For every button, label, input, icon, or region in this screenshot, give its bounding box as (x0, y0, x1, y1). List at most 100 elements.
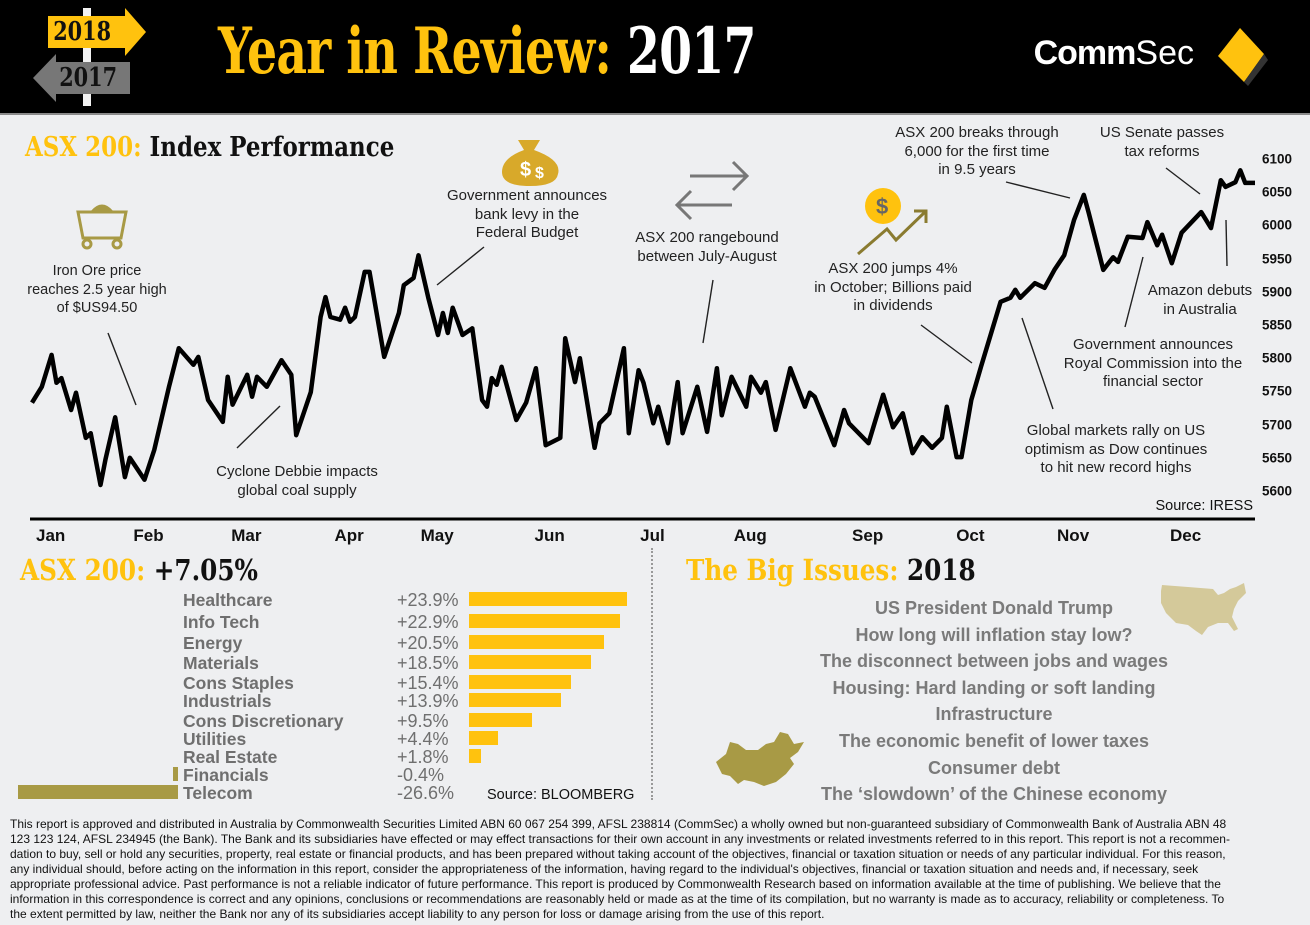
sector-bar (469, 635, 605, 649)
sector-label: Industrials (183, 691, 272, 711)
disclaimer-line: any individual should, before acting on … (10, 862, 1199, 876)
leader-global-markets (1021, 317, 1054, 410)
month-label: Mar (231, 526, 262, 545)
exchange-arrows-icon (674, 160, 750, 221)
annotation-line: ASX 200 rangebound (635, 229, 779, 246)
leader-us-senate (1165, 167, 1201, 195)
sector-value: +22.9% (397, 612, 459, 632)
month-label: Sep (852, 526, 884, 545)
title-year: 2018 (907, 553, 976, 587)
big-issues-title: The Big Issues: 2018 (686, 553, 976, 587)
annotation-line: US Senate passes (1099, 124, 1225, 141)
sector-value: +18.5% (397, 653, 459, 673)
sector-bar (18, 785, 178, 799)
sector-value: +1.8% (397, 747, 449, 767)
big-issue-item: The economic benefit of lower taxes (838, 731, 1150, 751)
disclaimer-line: This report is approved and distributed … (10, 817, 1227, 831)
sector-bar (469, 731, 499, 745)
month-label: Apr (334, 526, 364, 545)
index-source: Source: IRESS (1155, 498, 1253, 514)
sector-source: Source: BLOOMBERG (487, 787, 635, 803)
annotation-line: Amazon debuts (1147, 282, 1253, 299)
month-label: Aug (733, 526, 767, 545)
svg-text:$: $ (520, 159, 531, 181)
sector-value: +4.4% (397, 729, 449, 749)
sector-label: Telecom (183, 783, 253, 803)
annotation-line: Iron Ore price (52, 263, 142, 279)
sector-value: +13.9% (397, 691, 459, 711)
mining-cart-icon (76, 204, 128, 250)
title-main: Year in Review: (218, 14, 612, 89)
index-line-chart: $ $ $ (30, 140, 1255, 521)
annotation-global-markets: Global markets rally on US optimism as Do… (1025, 422, 1208, 478)
sector-value: +23.9% (397, 590, 459, 610)
sector-label: Cons Discretionary (183, 711, 344, 731)
annotation-october: ASX 200 jumps 4% in October; Billions pai… (814, 260, 972, 316)
big-issue-item: The ‘slowdown’ of the Chinese economy (820, 784, 1168, 805)
svg-text:$: $ (876, 194, 888, 219)
big-issue-item: Infrastructure (935, 704, 1053, 725)
annotation-line: reaches 2.5 year high (27, 281, 167, 298)
leader-october (920, 324, 973, 364)
y-tick-label: 5950 (1262, 251, 1293, 267)
annotation-line: in dividends (853, 297, 933, 315)
money-bag-icon: $ $ (502, 140, 559, 186)
disclaimer-line: 123 123 124, AFSL 234945 (the Bank). The… (10, 832, 1230, 846)
big-issue-item: Consumer debt (927, 757, 1061, 778)
sector-value: -0.4% (397, 765, 445, 785)
sector-label: Cons Staples (183, 673, 294, 693)
annotation-us-senate: US Senate passes tax reforms (1100, 124, 1224, 161)
sign-2017: 2017 (59, 63, 118, 93)
annotation-line: in October; Billions paid (814, 278, 972, 296)
signpost-icon (33, 8, 146, 106)
annotation-line: Royal Commission into the (1063, 354, 1243, 372)
sector-label: Healthcare (183, 590, 273, 610)
china-map-icon (716, 732, 804, 786)
y-tick-label: 5900 (1262, 284, 1293, 300)
sector-label: Real Estate (183, 747, 278, 767)
sector-value: +15.4% (397, 673, 459, 693)
big-issue-item: US President Donald Trump (874, 598, 1114, 618)
annotation-line: financial sector (1102, 373, 1204, 391)
annotation-line: in 9.5 years (938, 161, 1016, 179)
month-label: Feb (133, 526, 164, 545)
y-tick-label: 5750 (1262, 383, 1293, 399)
asx-return-value: +7.05% (153, 553, 258, 587)
annotation-line: to hit new record highs (1040, 459, 1192, 477)
disclaimer-footer: This report is approved and distributed … (10, 817, 1230, 922)
sector-bar (469, 655, 592, 669)
sector-value: +9.5% (397, 711, 449, 731)
leader-breaks-6000 (1005, 181, 1071, 199)
usa-map-icon (1161, 583, 1246, 635)
sector-label: Materials (183, 653, 259, 673)
sector-bar (173, 767, 178, 781)
annotation-line: Government announces (1072, 336, 1234, 353)
sector-value: +20.5% (397, 633, 459, 653)
annotation-line: ASX 200 breaks through (895, 124, 1059, 141)
sector-value: -26.6% (397, 783, 455, 803)
leader-royal-commission (1124, 256, 1144, 328)
page-title: Year in Review: 2017 (218, 14, 756, 89)
annotation-line: Global markets rally on US (1026, 422, 1206, 439)
y-tick-label: 5700 (1262, 417, 1293, 433)
sector-bar (469, 713, 532, 727)
y-tick-label: 5650 (1262, 450, 1293, 466)
sector-bar (469, 592, 627, 606)
sector-title: ASX 200: +7.05% (20, 553, 258, 587)
commsec-diamond-icon (1218, 28, 1268, 86)
annotation-line: 6,000 for the first time (904, 142, 1050, 160)
annotation-breaks-6000: ASX 200 breaks through 6,000 for the firs… (895, 124, 1058, 180)
annotation-iron-ore: Iron Ore price reaches 2.5 year high of $U… (27, 262, 166, 318)
y-tick-label: 6050 (1262, 184, 1293, 200)
dollar-growth-icon: $ (857, 188, 928, 256)
title-accent: ASX 200: (25, 132, 142, 163)
sector-label: Financials (183, 765, 269, 785)
index-chart-title: ASX 200: Index Performance (25, 132, 394, 163)
annotation-line: Government announces (446, 187, 608, 204)
y-tick-label: 6000 (1262, 217, 1293, 233)
annotation-rangebound: ASX 200 rangebound between July-August (635, 229, 778, 266)
annotation-line: global coal supply (237, 481, 357, 499)
y-tick-label: 5800 (1262, 350, 1293, 366)
svg-text:$: $ (535, 165, 544, 182)
annotation-line: optimism as Dow continues (1024, 440, 1208, 458)
